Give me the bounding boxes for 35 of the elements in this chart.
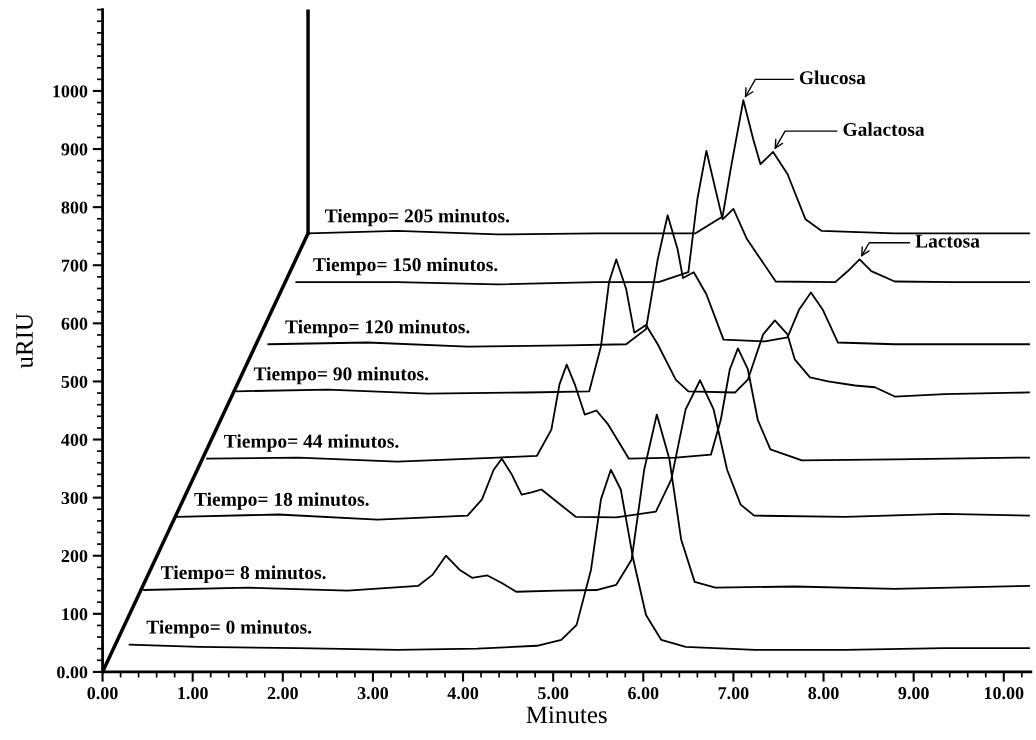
- series-label: Tiempo= 205 minutos.: [325, 208, 510, 227]
- series-label: Tiempo= 18 minutos.: [194, 492, 369, 510]
- y-tick-label: 400: [61, 433, 88, 446]
- y-tick-label: 500: [61, 375, 88, 388]
- y-tick-label: 300: [61, 491, 88, 505]
- y-tick-label: 100: [62, 608, 88, 621]
- x-tick-label: 10.00: [984, 687, 1024, 700]
- y-tick-label: 900: [61, 143, 88, 156]
- y-tick-label: 700: [61, 259, 88, 272]
- series-label: Tiempo= 8 minutos.: [160, 565, 326, 584]
- x-tick-label: 2.00: [267, 687, 298, 700]
- x-tick-label: 4.00: [447, 687, 479, 700]
- y-tick-label: 200: [61, 549, 88, 563]
- series-label: Tiempo= 0 minutos.: [146, 620, 312, 638]
- x-tick-label: 9.00: [898, 687, 929, 700]
- y-tick-label: 0.00: [57, 666, 88, 679]
- x-tick-label: 3.00: [357, 687, 389, 700]
- x-axis-title: Minutes: [526, 706, 607, 724]
- x-tick-label: 0.00: [87, 687, 118, 700]
- x-tick-label: 7.00: [718, 687, 749, 700]
- y-tick-label: 800: [61, 201, 88, 214]
- y-axis-title: uRIU: [16, 313, 33, 369]
- x-tick-label: 8.00: [808, 687, 839, 700]
- series-label: Tiempo= 150 minutos.: [313, 257, 498, 276]
- x-tick-label: 1.00: [178, 687, 208, 700]
- x-tick-label: 6.00: [628, 687, 659, 700]
- x-tick-label: 5.00: [538, 687, 569, 700]
- y-tick-label: 1000: [53, 85, 88, 98]
- annotation: Glucosa: [799, 70, 866, 85]
- series-label: Tiempo= 120 minutos.: [285, 319, 470, 338]
- series-label: Tiempo= 90 minutos.: [253, 366, 429, 385]
- y-tick-label: 600: [61, 317, 88, 330]
- series-label: Tiempo= 44 minutos.: [224, 434, 399, 452]
- annotation: Galactosa: [843, 122, 925, 136]
- annotation: Lactosa: [915, 234, 980, 248]
